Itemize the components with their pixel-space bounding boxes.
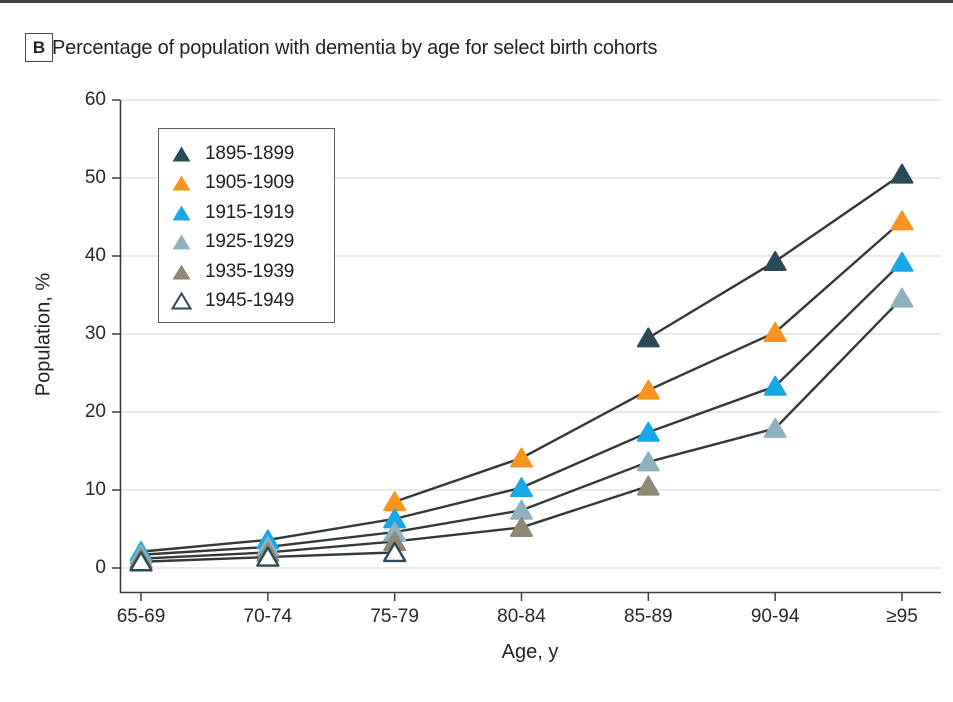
marker-1915-1919 xyxy=(890,251,914,272)
x-axis-title: Age, y xyxy=(501,641,559,663)
x-tick-label: 90-94 xyxy=(750,606,800,627)
marker-1925-1929 xyxy=(763,417,787,438)
y-tick-label: 10 xyxy=(84,479,106,500)
marker-1915-1919 xyxy=(509,477,533,498)
legend-label: 1935-1939 xyxy=(205,260,295,282)
x-tick-label: ≥95 xyxy=(886,606,918,627)
legend-item: 1895-1899 xyxy=(159,139,334,169)
legend-item: 1925-1929 xyxy=(159,228,334,258)
marker-1915-1919 xyxy=(763,375,787,396)
marker-1925-1929 xyxy=(636,451,660,472)
marker-1905-1909 xyxy=(509,447,533,468)
panel-label: B xyxy=(32,37,46,57)
panel-label-box: B xyxy=(25,33,53,62)
x-tick-label: 85-89 xyxy=(624,606,673,627)
marker-1945-1949 xyxy=(129,551,153,572)
y-tick-label: 0 xyxy=(95,557,106,578)
legend-label: 1895-1899 xyxy=(205,142,295,164)
legend-item: 1945-1949 xyxy=(159,287,334,317)
figure-title: Percentage of population with dementia b… xyxy=(52,37,658,59)
x-tick-label: 65-69 xyxy=(116,606,166,627)
triangle-marker-icon xyxy=(172,264,191,280)
legend-item: 1935-1939 xyxy=(159,257,334,287)
x-tick-label: 75-79 xyxy=(370,606,419,627)
y-tick-label: 20 xyxy=(84,401,106,422)
legend-item: 1905-1909 xyxy=(159,169,334,199)
marker-1895-1899 xyxy=(763,250,787,271)
triangle-marker-icon xyxy=(172,146,191,162)
marker-1915-1919 xyxy=(636,421,660,442)
y-tick-label: 60 xyxy=(84,89,106,110)
y-tick-label: 40 xyxy=(84,245,106,266)
legend-item: 1915-1919 xyxy=(159,198,334,228)
x-tick-label: 70-74 xyxy=(243,606,293,627)
marker-1925-1929 xyxy=(890,287,914,308)
legend-label: 1925-1929 xyxy=(205,231,295,253)
triangle-marker-icon xyxy=(171,292,192,310)
marker-1945-1949 xyxy=(382,541,407,563)
marker-1935-1939 xyxy=(509,516,533,537)
legend-label: 1945-1949 xyxy=(205,290,295,312)
marker-1895-1899 xyxy=(636,327,660,348)
marker-1905-1909 xyxy=(890,210,914,231)
marker-1905-1909 xyxy=(763,321,787,342)
triangle-marker-icon xyxy=(172,175,191,191)
legend-label: 1915-1919 xyxy=(205,201,295,223)
y-tick-label: 30 xyxy=(84,323,106,344)
marker-1935-1939 xyxy=(636,475,660,496)
y-axis-title: Population, % xyxy=(32,272,55,397)
y-tick-label: 50 xyxy=(84,167,106,188)
legend-label: 1905-1909 xyxy=(205,172,295,194)
marker-1895-1899 xyxy=(890,163,914,184)
top-divider-rule xyxy=(0,0,953,3)
triangle-marker-icon xyxy=(172,234,191,250)
marker-1905-1909 xyxy=(636,379,660,400)
marker-1905-1909 xyxy=(383,491,407,512)
x-tick-label: 80-84 xyxy=(497,606,546,627)
chart-legend: 1895-1899 1905-1909 1915-1919 1925-1929 … xyxy=(158,128,335,323)
triangle-marker-icon xyxy=(172,205,191,221)
marker-1945-1949 xyxy=(256,546,280,567)
marker-1925-1929 xyxy=(509,499,533,520)
